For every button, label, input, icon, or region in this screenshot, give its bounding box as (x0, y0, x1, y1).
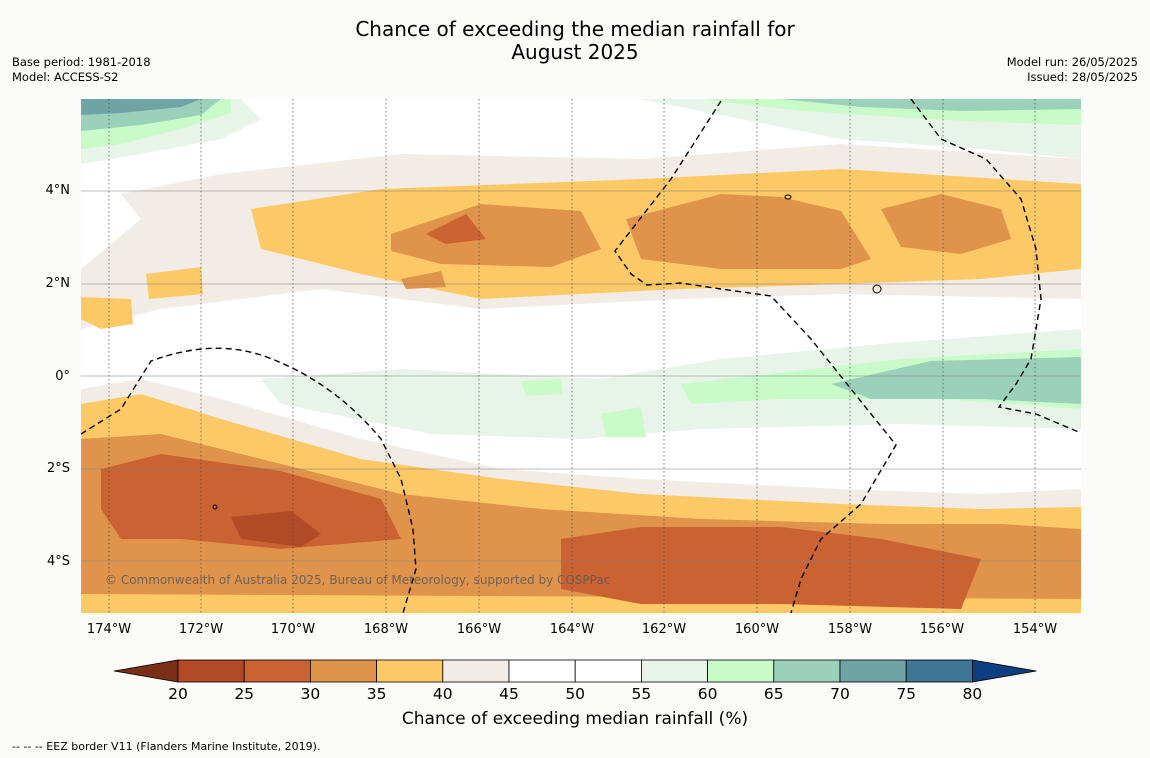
colorbar-tick-45: 45 (499, 685, 519, 703)
colorbar-tick-65: 65 (763, 685, 784, 703)
map-grid (81, 190, 1081, 562)
colorbar-tick-35: 35 (366, 685, 387, 703)
colorbar-label: Chance of exceeding median rainfall (%) (401, 709, 749, 729)
map-meridians (108, 99, 1036, 613)
eez-borders (81, 99, 1081, 613)
region-north-dry-3d (401, 271, 446, 289)
lon-label-164w: 164°W (549, 622, 595, 637)
region-south-dry-5 (231, 511, 321, 547)
meta-right: Model run: 26/05/2025 Issued: 28/05/2025 (1007, 55, 1138, 85)
lat-label-4s: 4°S (46, 554, 70, 569)
region-equatorial-wet-5 (521, 379, 563, 396)
region-equatorial-wet-1 (261, 329, 1081, 439)
title-line-2: August 2025 (511, 40, 639, 64)
colorbar-extend-high (972, 659, 1037, 683)
rainfall-map[interactable] (81, 99, 1081, 613)
colorbar-cell-20-25 (177, 659, 245, 683)
region-north-dry-3 (391, 204, 601, 267)
colorbar-cell-45-50 (508, 659, 576, 683)
region-equatorial-wet-3 (831, 357, 1081, 404)
copyright-text: © Commonwealth of Australia 2025, Bureau… (105, 573, 611, 587)
lon-label-168w: 168°W (363, 622, 409, 637)
eez-border-central (614, 100, 897, 613)
colorbar-tick-60: 60 (697, 685, 718, 703)
colorbar-cell-70-75 (839, 659, 907, 683)
region-north-dry-4 (426, 214, 486, 244)
lon-label-158w: 158°W (827, 622, 873, 637)
colorbar-cell-65-70 (773, 659, 841, 683)
colorbar (114, 659, 1037, 683)
lon-label-156w: 156°W (919, 622, 965, 637)
meta-left: Base period: 1981-2018 Model: ACCESS-S2 (12, 55, 151, 85)
region-north-dry-3b (626, 194, 871, 269)
colorbar-cell-35-40 (376, 659, 444, 683)
region-south-dry-4 (101, 454, 401, 549)
lon-label-160w: 160°W (734, 622, 780, 637)
model-text: Model: ACCESS-S2 (12, 70, 119, 84)
colorbar-tick-25: 25 (234, 685, 255, 703)
colorbar-tick-50: 50 (565, 685, 586, 703)
map-title: Chance of exceeding the median rainfall … (0, 18, 1150, 64)
islands (212, 194, 882, 510)
colorbar-extend-low (114, 659, 179, 683)
colorbar-cell-75-80 (905, 659, 973, 683)
colorbar-cell-30-35 (309, 659, 377, 683)
eez-footnote: -- -- -- EEZ border V11 (Flanders Marine… (12, 740, 321, 753)
lat-label-4n: 4°N (45, 183, 71, 198)
lon-label-172w: 172°W (178, 622, 224, 637)
colorbar-tick-80: 80 (962, 685, 983, 703)
model-run-text: Model run: 26/05/2025 (1006, 55, 1138, 69)
colorbar-cell-50-55 (574, 659, 642, 683)
lon-label-162w: 162°W (641, 622, 687, 637)
colorbar-tick-40: 40 (432, 685, 453, 703)
region-north-dry-2b (146, 267, 203, 299)
issued-text: Issued: 28/05/2025 (1027, 70, 1138, 84)
colorbar-tick-55: 55 (631, 685, 652, 703)
colorbar-tick-20: 20 (168, 685, 188, 703)
colorbar-cell-55-60 (641, 659, 709, 683)
colorbar-tick-75: 75 (896, 685, 917, 703)
title-line-1: Chance of exceeding the median rainfall … (355, 17, 795, 41)
region-north-wet-4 (81, 99, 201, 115)
region-ne-wet-3 (781, 99, 1081, 111)
region-north-dry-2c (81, 297, 133, 329)
region-equatorial-wet-4 (601, 407, 646, 437)
base-period-text: Base period: 1981-2018 (12, 55, 151, 69)
lon-label-154w: 154°W (1012, 622, 1058, 637)
lat-label-2s: 2°S (46, 461, 70, 476)
colorbar-tick-30: 30 (300, 685, 321, 703)
lon-label-174w: 174°W (86, 622, 132, 637)
colorbar-tick-70: 70 (830, 685, 850, 703)
lon-label-166w: 166°W (456, 622, 502, 637)
eez-border-west (81, 347, 417, 613)
region-north-dry-3c (881, 194, 1011, 254)
lon-label-170w: 170°W (270, 622, 316, 637)
lat-label-0: 0° (55, 369, 70, 384)
region-south-dry-4b (561, 527, 981, 609)
map-svg (81, 99, 1081, 613)
eez-border-east (910, 99, 1081, 434)
colorbar-cell-25-30 (243, 659, 311, 683)
lat-label-2n: 2°N (45, 276, 71, 291)
colorbar-cell-60-65 (707, 659, 775, 683)
colorbar-cell-40-45 (442, 659, 510, 683)
